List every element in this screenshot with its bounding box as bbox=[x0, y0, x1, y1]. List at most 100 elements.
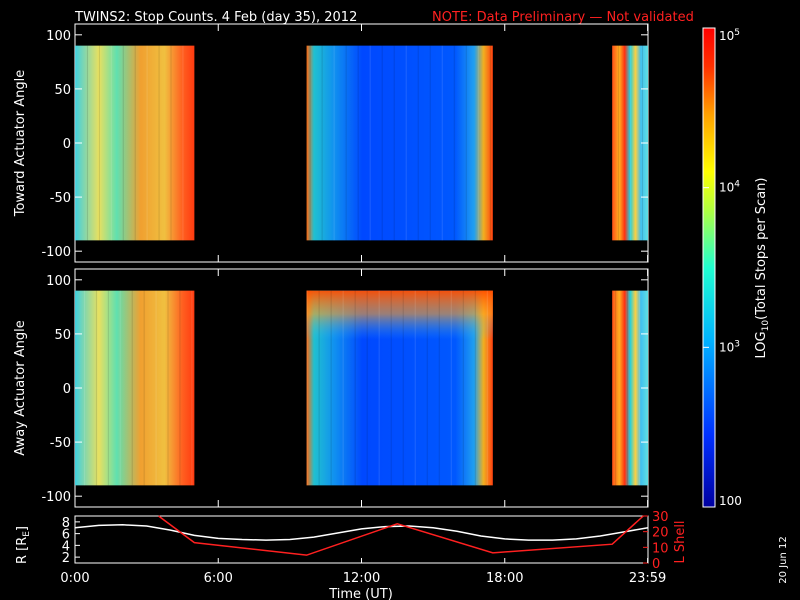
streak bbox=[330, 290, 332, 486]
streak bbox=[618, 45, 620, 241]
colorbar-ticks: 105 104 103 100 bbox=[703, 27, 742, 508]
y-tick-label: -50 bbox=[50, 436, 71, 451]
streak bbox=[414, 290, 416, 486]
y-tick-label: -50 bbox=[50, 191, 71, 206]
streak bbox=[630, 45, 632, 241]
away-y-axis-label: Away Actuator Angle bbox=[13, 320, 28, 455]
colorbar: 105 104 103 100 LOG10(Total Stops per Scan) bbox=[702, 27, 771, 508]
data-block-0 bbox=[75, 45, 195, 241]
streak bbox=[191, 290, 193, 486]
away-heatmap-data bbox=[75, 290, 648, 486]
radius-tick-label: 8 bbox=[62, 516, 70, 531]
streak bbox=[110, 45, 112, 241]
streak bbox=[639, 290, 641, 486]
toward-y-axis-label: Toward Actuator Angle bbox=[13, 70, 28, 217]
colorbar-gradient bbox=[702, 27, 716, 508]
orbit-lines bbox=[74, 515, 649, 556]
streak bbox=[465, 45, 467, 241]
streak bbox=[366, 290, 368, 486]
streak bbox=[486, 290, 488, 486]
streak bbox=[333, 45, 335, 241]
streak bbox=[405, 45, 407, 241]
streak bbox=[143, 290, 145, 486]
streak bbox=[345, 45, 347, 241]
colorbar-label: LOG10(Total Stops per Scan) bbox=[754, 178, 771, 359]
data-block-1 bbox=[306, 45, 493, 241]
streak bbox=[390, 290, 392, 486]
y-tick-label: -100 bbox=[41, 490, 71, 505]
y-tick-label: 100 bbox=[46, 29, 71, 44]
y-tick-label: 50 bbox=[54, 328, 71, 343]
x-tick-label: 6:00 bbox=[204, 571, 233, 586]
radius-line bbox=[74, 524, 649, 541]
streak bbox=[393, 45, 395, 241]
streak bbox=[179, 290, 181, 486]
lshell-tick-label: 20 bbox=[652, 526, 669, 541]
away-high-angle-band bbox=[306, 290, 493, 486]
streak bbox=[107, 290, 109, 486]
streak bbox=[615, 290, 617, 486]
streak bbox=[462, 290, 464, 486]
date-stamp: 20 Jun 12 bbox=[778, 536, 789, 583]
data-block-0 bbox=[75, 290, 195, 486]
streak bbox=[122, 45, 124, 241]
streak bbox=[134, 45, 136, 241]
streak bbox=[318, 290, 320, 486]
y-tick-label: 100 bbox=[46, 274, 71, 289]
lshell-tick-label: 10 bbox=[652, 541, 669, 556]
streak bbox=[321, 45, 323, 241]
streak bbox=[441, 45, 443, 241]
streak bbox=[146, 45, 148, 241]
streak bbox=[474, 290, 476, 486]
colorbar-tick-label: 105 bbox=[719, 28, 740, 43]
lshell-line bbox=[158, 515, 644, 556]
colorbar-tick-label: 103 bbox=[719, 339, 740, 354]
lshell-tick-label: 30 bbox=[652, 510, 669, 525]
streak bbox=[450, 290, 452, 486]
away-y-ticks: 100 50 0 -50 -100 bbox=[41, 274, 648, 505]
streak bbox=[155, 290, 157, 486]
colorbar-tick-label: 104 bbox=[719, 180, 740, 195]
y-tick-label: 50 bbox=[54, 83, 71, 98]
toward-actuator-panel: 100 50 0 -50 -100 Toward Actuator Angle bbox=[13, 23, 649, 263]
streak bbox=[342, 290, 344, 486]
streak bbox=[170, 45, 172, 241]
chart-title: TWINS2: Stop Counts. 4 Feb (day 35), 201… bbox=[74, 10, 357, 25]
radius-tick-label: 2 bbox=[62, 551, 70, 566]
streak bbox=[182, 45, 184, 241]
streak bbox=[369, 45, 371, 241]
streak bbox=[158, 45, 160, 241]
streak bbox=[378, 290, 380, 486]
away-actuator-panel: 100 50 0 -50 -100 Away Actuator Angle bbox=[13, 268, 649, 508]
streak bbox=[95, 290, 97, 486]
preliminary-note: NOTE: Data Preliminary — Not validated bbox=[432, 10, 694, 25]
radius-tick-label: 4 bbox=[62, 539, 70, 554]
y-tick-label: 0 bbox=[63, 382, 71, 397]
streak bbox=[98, 45, 100, 241]
streak bbox=[477, 45, 479, 241]
toward-heatmap-data bbox=[75, 45, 648, 241]
time-x-ticks: 0:00 6:00 12:00 18:00 23:59 bbox=[60, 24, 666, 586]
streak bbox=[438, 290, 440, 486]
streak bbox=[167, 290, 169, 486]
streak bbox=[381, 45, 383, 241]
radius-tick-label: 6 bbox=[62, 528, 70, 543]
streak bbox=[426, 290, 428, 486]
streak bbox=[357, 45, 359, 241]
colorbar-tick-label: 100 bbox=[719, 494, 742, 508]
streak bbox=[119, 290, 121, 486]
y-tick-label: -100 bbox=[41, 245, 71, 260]
lshell-axis-label: L Shell bbox=[673, 520, 688, 563]
streak bbox=[309, 45, 311, 241]
streak bbox=[429, 45, 431, 241]
x-tick-label: 0:00 bbox=[60, 571, 89, 586]
y-tick-label: 0 bbox=[63, 137, 71, 152]
x-tick-label: 18:00 bbox=[486, 571, 523, 586]
streak bbox=[489, 45, 491, 241]
x-tick-label: 23:59 bbox=[629, 571, 666, 586]
streak bbox=[86, 45, 88, 241]
